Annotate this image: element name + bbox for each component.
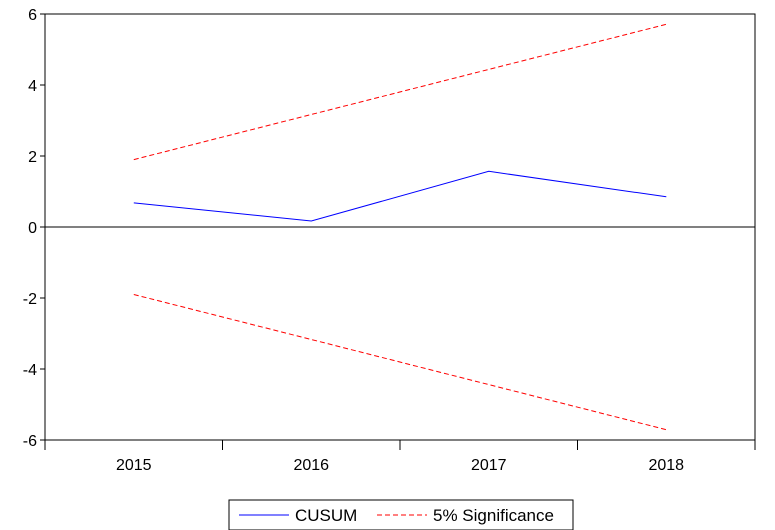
y-tick-label: 4: [28, 78, 37, 95]
x-tick-label: 2017: [471, 457, 507, 474]
legend-label: CUSUM: [295, 506, 357, 525]
x-tick-label: 2016: [293, 457, 329, 474]
y-axis: 6 4 2 0 -2 -4 -6: [23, 7, 45, 450]
y-tick-label: 6: [28, 7, 37, 24]
series-line-cusum: [133, 170, 667, 222]
y-tick-label: 2: [28, 149, 37, 166]
x-tick-label: 2015: [116, 457, 152, 474]
plot-frame: [44, 13, 756, 441]
x-axis: 2015 2016 2017 2018: [44, 440, 756, 474]
y-tick-label: -6: [23, 433, 37, 450]
series-line-upper-significance: [133, 23, 667, 161]
y-tick-label: 0: [28, 220, 37, 237]
y-tick-label: -4: [23, 362, 37, 379]
series-layer: [133, 23, 667, 431]
x-tick-label: 2018: [648, 457, 684, 474]
y-tick-label: -2: [23, 291, 37, 308]
legend: CUSUM 5% Significance: [228, 499, 574, 530]
legend-label: 5% Significance: [433, 506, 554, 525]
series-line-lower-significance: [133, 294, 667, 431]
